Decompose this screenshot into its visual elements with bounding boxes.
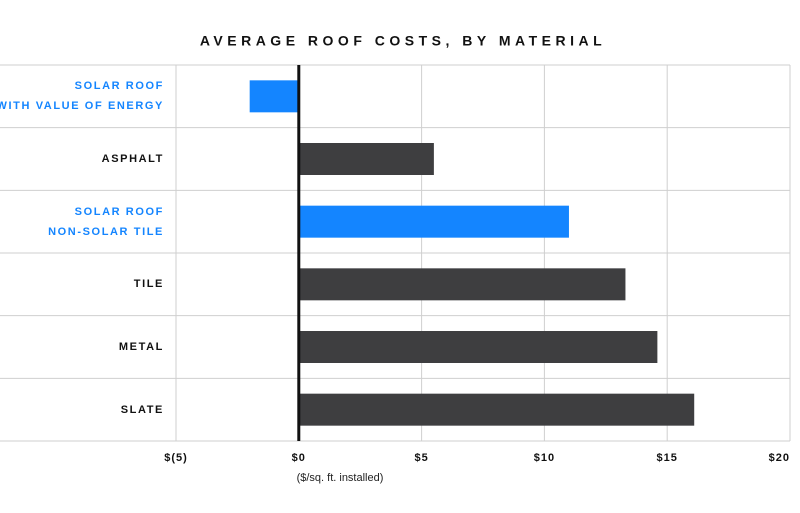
x-tick-label: $0 <box>292 452 306 464</box>
chart-title: AVERAGE ROOF COSTS, BY MATERIAL <box>200 33 606 49</box>
bar <box>298 393 695 426</box>
x-axis-label: ($/sq. ft. installed) <box>297 472 384 484</box>
y-tick-label: SLATE <box>120 403 164 416</box>
x-tick-label: $5 <box>414 452 428 464</box>
bar <box>298 205 569 238</box>
bar <box>298 143 434 175</box>
x-tick-label: $15 <box>657 452 678 464</box>
bar <box>298 331 658 363</box>
y-tick-label: SOLAR ROOF WITH VALUE OF ENERGY <box>0 80 164 113</box>
y-tick-label: TILE <box>133 278 164 291</box>
bar <box>298 268 626 301</box>
x-tick-label: $(5) <box>164 452 188 464</box>
bar <box>249 80 299 113</box>
y-tick-label: ASPHALT <box>101 153 164 165</box>
x-tick-label: $20 <box>769 452 790 464</box>
y-tick-label: METAL <box>118 341 164 353</box>
x-tick-label: $10 <box>534 452 555 464</box>
y-tick-label: SOLAR ROOF NON-SOLAR TILE <box>48 205 164 238</box>
